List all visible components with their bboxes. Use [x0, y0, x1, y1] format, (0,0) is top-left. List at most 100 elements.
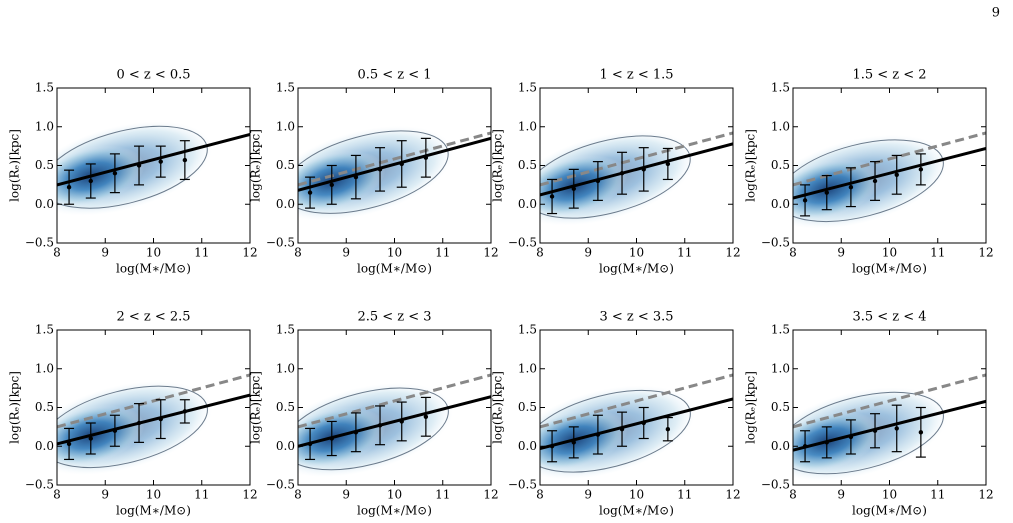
error-bar	[350, 412, 361, 453]
x-tick-label: 11	[435, 488, 450, 502]
point	[399, 161, 404, 167]
y-tick-label: 1.5	[276, 323, 295, 337]
error-bar	[915, 153, 926, 186]
x-tick-label: 12	[725, 488, 740, 502]
error-bar	[891, 154, 902, 195]
error-bar	[870, 161, 881, 201]
panel: 8 9 10 11 12 −0.5 0.0 0.5 1.0 1.5 1.5 < z < 2 log(M…	[744, 68, 994, 276]
point	[641, 167, 646, 172]
y-axis-label: log(Rₑ)[kpc]	[249, 371, 263, 444]
point	[872, 178, 878, 184]
y-tick-label: 0.5	[771, 400, 790, 414]
x-tick-label: 10	[882, 246, 897, 260]
y-tick-label: −0.5	[266, 236, 295, 250]
error-bar	[420, 137, 431, 178]
point	[595, 432, 601, 437]
x-tick-label: 11	[194, 246, 209, 260]
y-tick-label: 1.5	[35, 81, 54, 95]
x-tick-label: 12	[978, 246, 993, 260]
x-tick-label: 9	[584, 246, 592, 260]
fit-line	[57, 393, 250, 446]
error-bar	[592, 414, 603, 455]
error-bar	[396, 140, 407, 188]
x-tick-label: 9	[584, 488, 592, 502]
x-tick-label: 11	[677, 246, 692, 260]
point	[549, 444, 555, 449]
point	[329, 182, 334, 188]
y-axis-label: log(Rₑ)[kpc]	[249, 129, 263, 202]
panel-title: 1 < z < 1.5	[599, 68, 673, 83]
point	[894, 426, 899, 431]
y-tick-label: 0.0	[518, 439, 537, 453]
point	[377, 423, 383, 428]
point	[112, 171, 118, 176]
panel-title: 1.5 < z < 2	[852, 68, 926, 83]
error-bar	[547, 430, 558, 463]
x-tick-label: 11	[435, 246, 450, 260]
y-tick-label: −0.5	[25, 236, 54, 250]
y-tick-label: 0.0	[35, 197, 54, 211]
error-bar	[420, 396, 431, 437]
y-axis-label: log(Rₑ)[kpc]	[744, 129, 758, 202]
point	[824, 190, 829, 195]
panel-title: 2 < z < 2.5	[116, 310, 190, 325]
point	[918, 167, 924, 172]
plot-area	[793, 373, 986, 482]
point	[353, 430, 359, 435]
error-bar	[870, 413, 881, 449]
error-bar	[617, 411, 628, 447]
x-axis-label: log(M∗/M⊙)	[357, 262, 432, 276]
error-bar	[375, 147, 386, 192]
point	[423, 414, 429, 419]
y-tick-label: 1.0	[771, 119, 790, 133]
point	[619, 171, 625, 176]
point	[665, 161, 671, 167]
error-bar	[179, 399, 190, 424]
x-axis-label: log(M∗/M⊙)	[852, 504, 927, 518]
point	[399, 419, 404, 424]
point	[182, 409, 188, 414]
panel: 8 9 10 11 12 −0.5 0.0 0.5 1.0 1.5 2 < z < 2.5 log(M…	[8, 310, 258, 518]
y-tick-label: 1.0	[35, 119, 54, 133]
x-tick-label: 11	[930, 488, 945, 502]
reference-line	[298, 131, 491, 187]
y-tick-label: 0.5	[276, 400, 295, 414]
y-tick-label: 0.5	[35, 158, 54, 172]
y-tick-label: 1.5	[276, 81, 295, 95]
error-bar	[800, 184, 811, 217]
error-bar	[592, 161, 603, 201]
point	[307, 441, 313, 447]
reference-line	[540, 131, 733, 187]
panel: 8 9 10 11 12 −0.5 0.0 0.5 1.0 1.5 3 < z < 3.5 log(M…	[491, 310, 741, 518]
x-tick-label: 8	[536, 246, 544, 260]
y-tick-label: 0.5	[518, 400, 537, 414]
y-tick-label: 1.0	[276, 119, 295, 133]
x-tick-label: 8	[536, 488, 544, 502]
error-bar	[109, 414, 120, 447]
x-tick-label: 8	[53, 246, 61, 260]
x-axis-label: log(M∗/M⊙)	[599, 504, 674, 518]
plot-area	[57, 121, 250, 216]
error-bar	[638, 147, 649, 192]
panel: 8 9 10 11 12 −0.5 0.0 0.5 1.0 1.5 0 < z < 0.5 log(M…	[8, 68, 258, 276]
error-bar	[375, 405, 386, 446]
error-bar	[85, 422, 96, 455]
point	[88, 178, 93, 184]
y-tick-label: 0.0	[35, 439, 54, 453]
error-bar	[568, 168, 579, 209]
error-bar	[396, 401, 407, 442]
x-tick-label: 12	[978, 488, 993, 502]
page-number: 9	[992, 6, 1000, 21]
error-bar	[179, 140, 190, 181]
y-tick-label: −0.5	[508, 478, 537, 492]
x-tick-label: 9	[837, 246, 845, 260]
plot-area	[793, 131, 986, 229]
x-axis-label: log(M∗/M⊙)	[357, 504, 432, 518]
plot-area	[57, 373, 250, 475]
point	[619, 427, 625, 432]
y-tick-label: 1.5	[771, 81, 790, 95]
panel-title: 2.5 < z < 3	[357, 310, 431, 325]
point	[158, 416, 163, 422]
point	[872, 428, 878, 433]
point	[824, 440, 829, 445]
